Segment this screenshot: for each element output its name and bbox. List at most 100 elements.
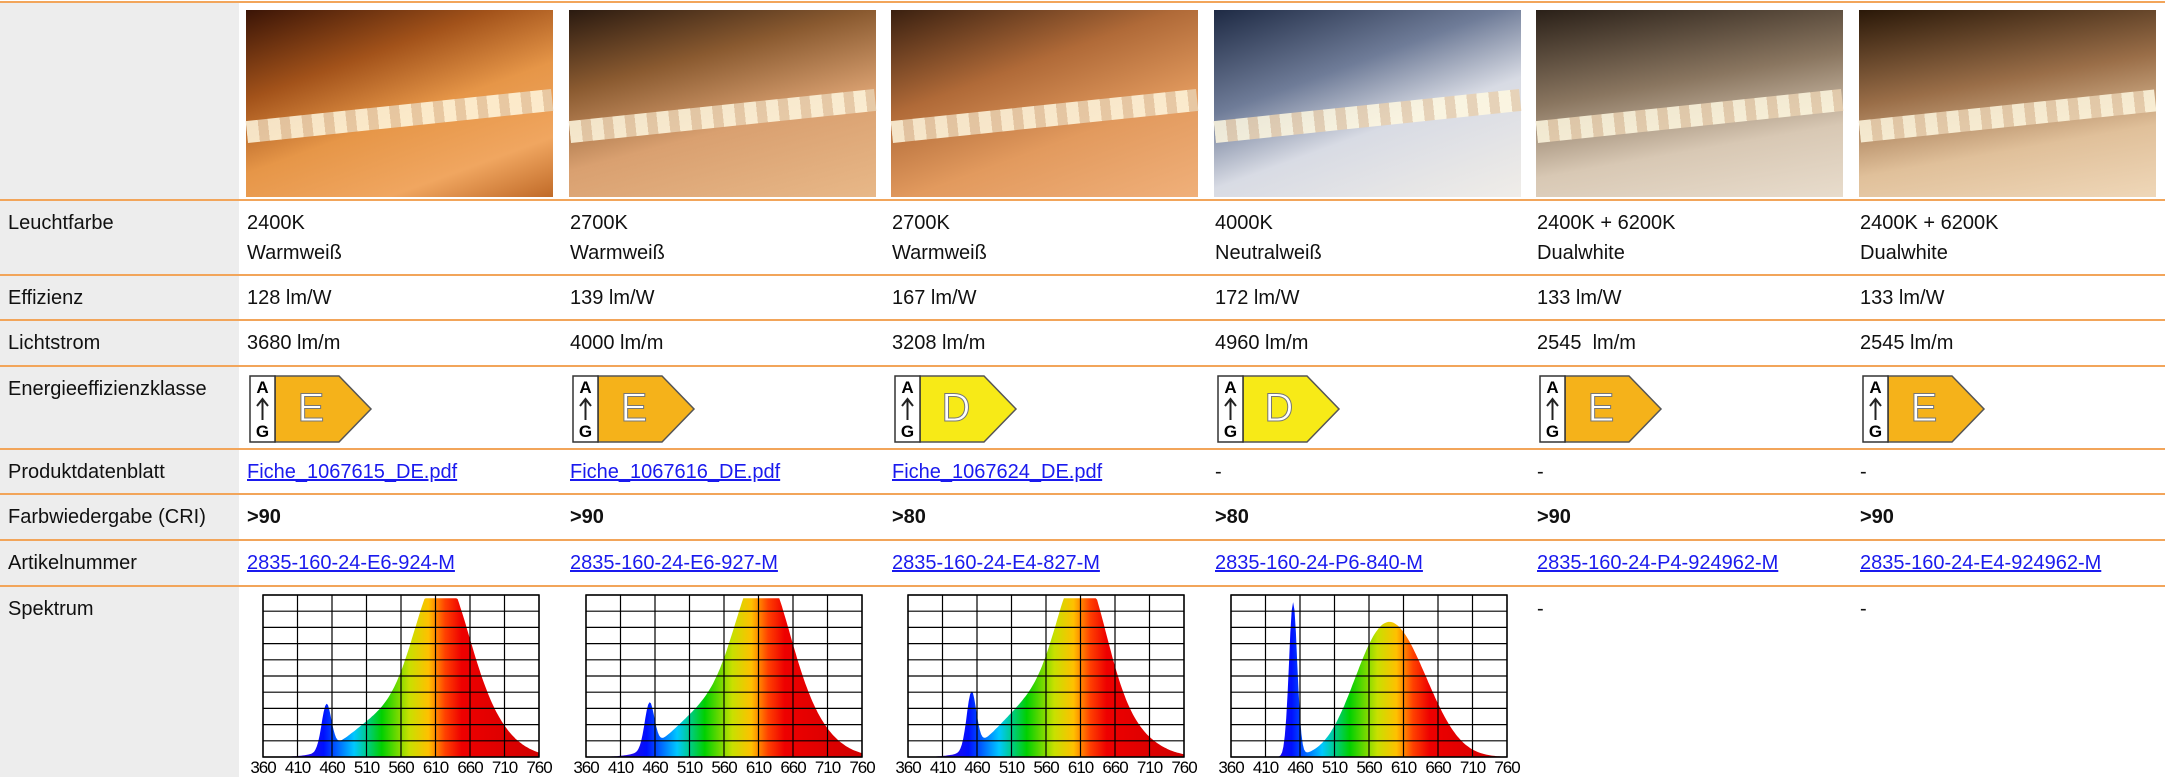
product-photo xyxy=(245,10,554,197)
row-separator xyxy=(0,585,2165,587)
spectrum-tick-label: 660 xyxy=(780,758,806,777)
energy-scale-arrow xyxy=(901,397,914,420)
energy-label: A G D xyxy=(1217,375,1341,443)
energy-scale-top: A xyxy=(901,378,913,397)
spectrum-tick-label: 410 xyxy=(608,758,634,777)
datasheet-cell: Fiche_1067624_DE.pdf xyxy=(884,449,1207,487)
article-link[interactable]: 2835-160-24-P4-924962-M xyxy=(1537,552,1779,574)
product-photo xyxy=(1535,10,1844,197)
row-label: Lichtstrom xyxy=(8,332,101,354)
spectrum-tick-label: 460 xyxy=(642,758,668,777)
article-cell: 2835-160-24-E6-927-M xyxy=(562,540,885,578)
spectrum-frame xyxy=(1230,594,1508,758)
row-label: Effizienz xyxy=(8,287,84,309)
color-temperature: 2700K xyxy=(892,212,950,234)
spectrum-tick-label: 560 xyxy=(1033,758,1059,777)
energy-scale-bottom: G xyxy=(901,422,914,441)
luminous-flux: 4960 lm/m xyxy=(1215,332,1309,354)
row-separator xyxy=(0,493,2165,495)
energy-scale-bottom: G xyxy=(1869,422,1882,441)
datasheet-cell: Fiche_1067615_DE.pdf xyxy=(239,449,562,487)
energy-scale-top: A xyxy=(1546,378,1558,397)
article-link[interactable]: 2835-160-24-E6-927-M xyxy=(570,552,778,574)
article-cell: 2835-160-24-E4-924962-M xyxy=(1852,540,2165,578)
energy-class: D xyxy=(942,386,971,430)
spectrum-tick-label: 610 xyxy=(1391,758,1417,777)
datasheet-link[interactable]: Fiche_1067616_DE.pdf xyxy=(570,461,781,483)
datasheet-cell: - xyxy=(1529,449,1852,487)
spectrum-tick-label: 760 xyxy=(1494,758,1520,777)
datasheet-link[interactable]: Fiche_1067624_DE.pdf xyxy=(892,461,1103,483)
datasheet-link[interactable]: Fiche_1067615_DE.pdf xyxy=(247,461,458,483)
spectrum-tick-label: 710 xyxy=(1137,758,1163,777)
energy-class: E xyxy=(621,386,648,430)
energy-label: A G E xyxy=(1539,375,1663,443)
energy-scale-top: A xyxy=(1869,378,1881,397)
spectrum-missing: - xyxy=(1860,598,1867,620)
spectrum-tick-label: 360 xyxy=(1218,758,1244,777)
efficiency: 167 lm/W xyxy=(892,287,977,309)
datasheet-cell: - xyxy=(1207,449,1530,487)
row-separator xyxy=(0,274,2165,276)
datasheet-cell: Fiche_1067616_DE.pdf xyxy=(562,449,885,487)
color-name: Warmweiß xyxy=(570,242,665,264)
led-strip xyxy=(890,89,1199,143)
spectrum-tick-label: 760 xyxy=(849,758,875,777)
spectrum-chart: 360 410 460 510 560 610 660 710 760 xyxy=(895,594,1198,777)
cri: >90 xyxy=(1860,506,1894,528)
energy-scale-arrow xyxy=(1869,397,1882,420)
spectrum-tick-label: 560 xyxy=(388,758,414,777)
row-separator xyxy=(0,319,2165,321)
datasheet-missing: - xyxy=(1537,461,1544,483)
spectrum-tick-label: 510 xyxy=(354,758,380,777)
row-label: Energieeffizienzklasse xyxy=(8,378,207,400)
efficiency: 128 lm/W xyxy=(247,287,332,309)
color-temperature: 2400K + 6200K xyxy=(1860,212,1999,234)
spectrum-frame xyxy=(262,594,540,758)
spectrum-tick-label: 760 xyxy=(1171,758,1197,777)
energy-label: A G D xyxy=(894,375,1018,443)
cri: >80 xyxy=(892,506,926,528)
spectrum-tick-label: 460 xyxy=(964,758,990,777)
product-photo xyxy=(1858,10,2157,197)
color-name: Warmweiß xyxy=(247,242,342,264)
spectrum-tick-label: 760 xyxy=(526,758,552,777)
luminous-flux: 3680 lm/m xyxy=(247,332,341,354)
led-strip xyxy=(1213,89,1522,143)
energy-scale-bottom: G xyxy=(579,422,592,441)
led-strip xyxy=(1858,89,2157,143)
spectrum-chart: 360 410 460 510 560 610 660 710 760 xyxy=(573,594,876,777)
spectrum-tick-label: 610 xyxy=(423,758,449,777)
energy-class: E xyxy=(1911,386,1938,430)
article-link[interactable]: 2835-160-24-P6-840-M xyxy=(1215,552,1423,574)
energy-scale-arrow xyxy=(1224,397,1237,420)
cri: >90 xyxy=(1537,506,1571,528)
spectrum-tick-label: 410 xyxy=(285,758,311,777)
spectrum-tick-label: 410 xyxy=(1253,758,1279,777)
label-column xyxy=(0,3,239,777)
spectrum-tick-label: 360 xyxy=(573,758,599,777)
color-name: Neutralweiß xyxy=(1215,242,1322,264)
spectrum-tick-label: 460 xyxy=(1287,758,1313,777)
spectrum-tick-label: 410 xyxy=(930,758,956,777)
spectrum-frame xyxy=(907,594,1185,758)
cri: >90 xyxy=(247,506,281,528)
product-photo xyxy=(568,10,877,197)
energy-scale-arrow xyxy=(1546,397,1559,420)
row-label: Artikelnummer xyxy=(8,552,137,574)
spectrum-tick-label: 360 xyxy=(895,758,921,777)
article-link[interactable]: 2835-160-24-E4-924962-M xyxy=(1860,552,2102,574)
article-link[interactable]: 2835-160-24-E6-924-M xyxy=(247,552,455,574)
row-separator xyxy=(0,539,2165,541)
energy-scale-arrow xyxy=(579,397,592,420)
spectrum-tick-label: 660 xyxy=(457,758,483,777)
spectrum-tick-label: 460 xyxy=(319,758,345,777)
article-link[interactable]: 2835-160-24-E4-827-M xyxy=(892,552,1100,574)
energy-class: D xyxy=(1265,386,1294,430)
efficiency: 133 lm/W xyxy=(1860,287,1945,309)
article-cell: 2835-160-24-P6-840-M xyxy=(1207,540,1530,578)
color-temperature: 2700K xyxy=(570,212,628,234)
row-label: Farbwiedergabe (CRI) xyxy=(8,506,206,528)
cri: >80 xyxy=(1215,506,1249,528)
energy-label: A G E xyxy=(572,375,696,443)
